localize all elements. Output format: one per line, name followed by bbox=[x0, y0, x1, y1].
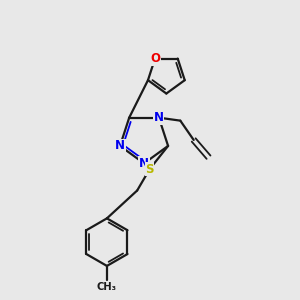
Text: N: N bbox=[115, 140, 125, 152]
Text: N: N bbox=[139, 157, 149, 170]
Text: N: N bbox=[154, 111, 164, 124]
Text: O: O bbox=[150, 52, 160, 65]
Text: S: S bbox=[146, 163, 154, 176]
Text: CH₃: CH₃ bbox=[97, 282, 117, 292]
